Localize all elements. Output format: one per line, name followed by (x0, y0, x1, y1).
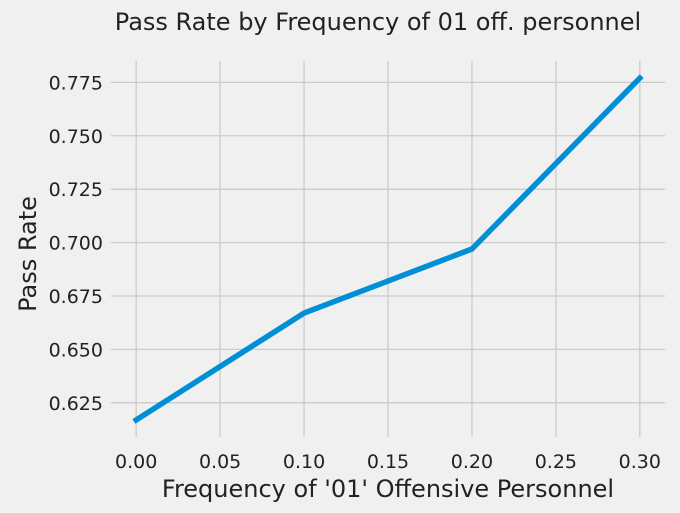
x-tick-label: 0.10 (283, 451, 325, 473)
y-tick-labels: 0.625 0.650 0.675 0.700 0.725 0.750 0.775 (49, 72, 103, 414)
series-line-0 (132, 74, 644, 424)
x-axis-label: Frequency of '01' Offensive Personnel (162, 475, 614, 503)
chart-title: Pass Rate by Frequency of 01 off. person… (115, 8, 641, 36)
x-gridlines (135, 61, 641, 437)
y-tick-label: 0.775 (49, 72, 103, 94)
x-tick-label: 0.30 (619, 451, 661, 473)
x-tick-label: 0.00 (115, 451, 157, 473)
y-tick-label: 0.700 (49, 233, 103, 255)
y-tick-label: 0.675 (49, 286, 103, 308)
y-tick-label: 0.725 (49, 179, 103, 201)
y-tick-label: 0.750 (49, 126, 103, 148)
x-tick-label: 0.20 (451, 451, 493, 473)
y-tick-label: 0.650 (49, 339, 103, 361)
x-tick-labels: 0.00 0.05 0.10 0.15 0.20 0.25 0.30 (115, 451, 661, 473)
x-tick-label: 0.25 (535, 451, 577, 473)
y-tick-label: 0.625 (49, 393, 103, 415)
x-tick-label: 0.05 (199, 451, 241, 473)
x-tick-label: 0.15 (367, 451, 409, 473)
series-layer (132, 74, 644, 424)
y-gridlines (111, 81, 665, 404)
y-axis-label: Pass Rate (14, 196, 42, 312)
